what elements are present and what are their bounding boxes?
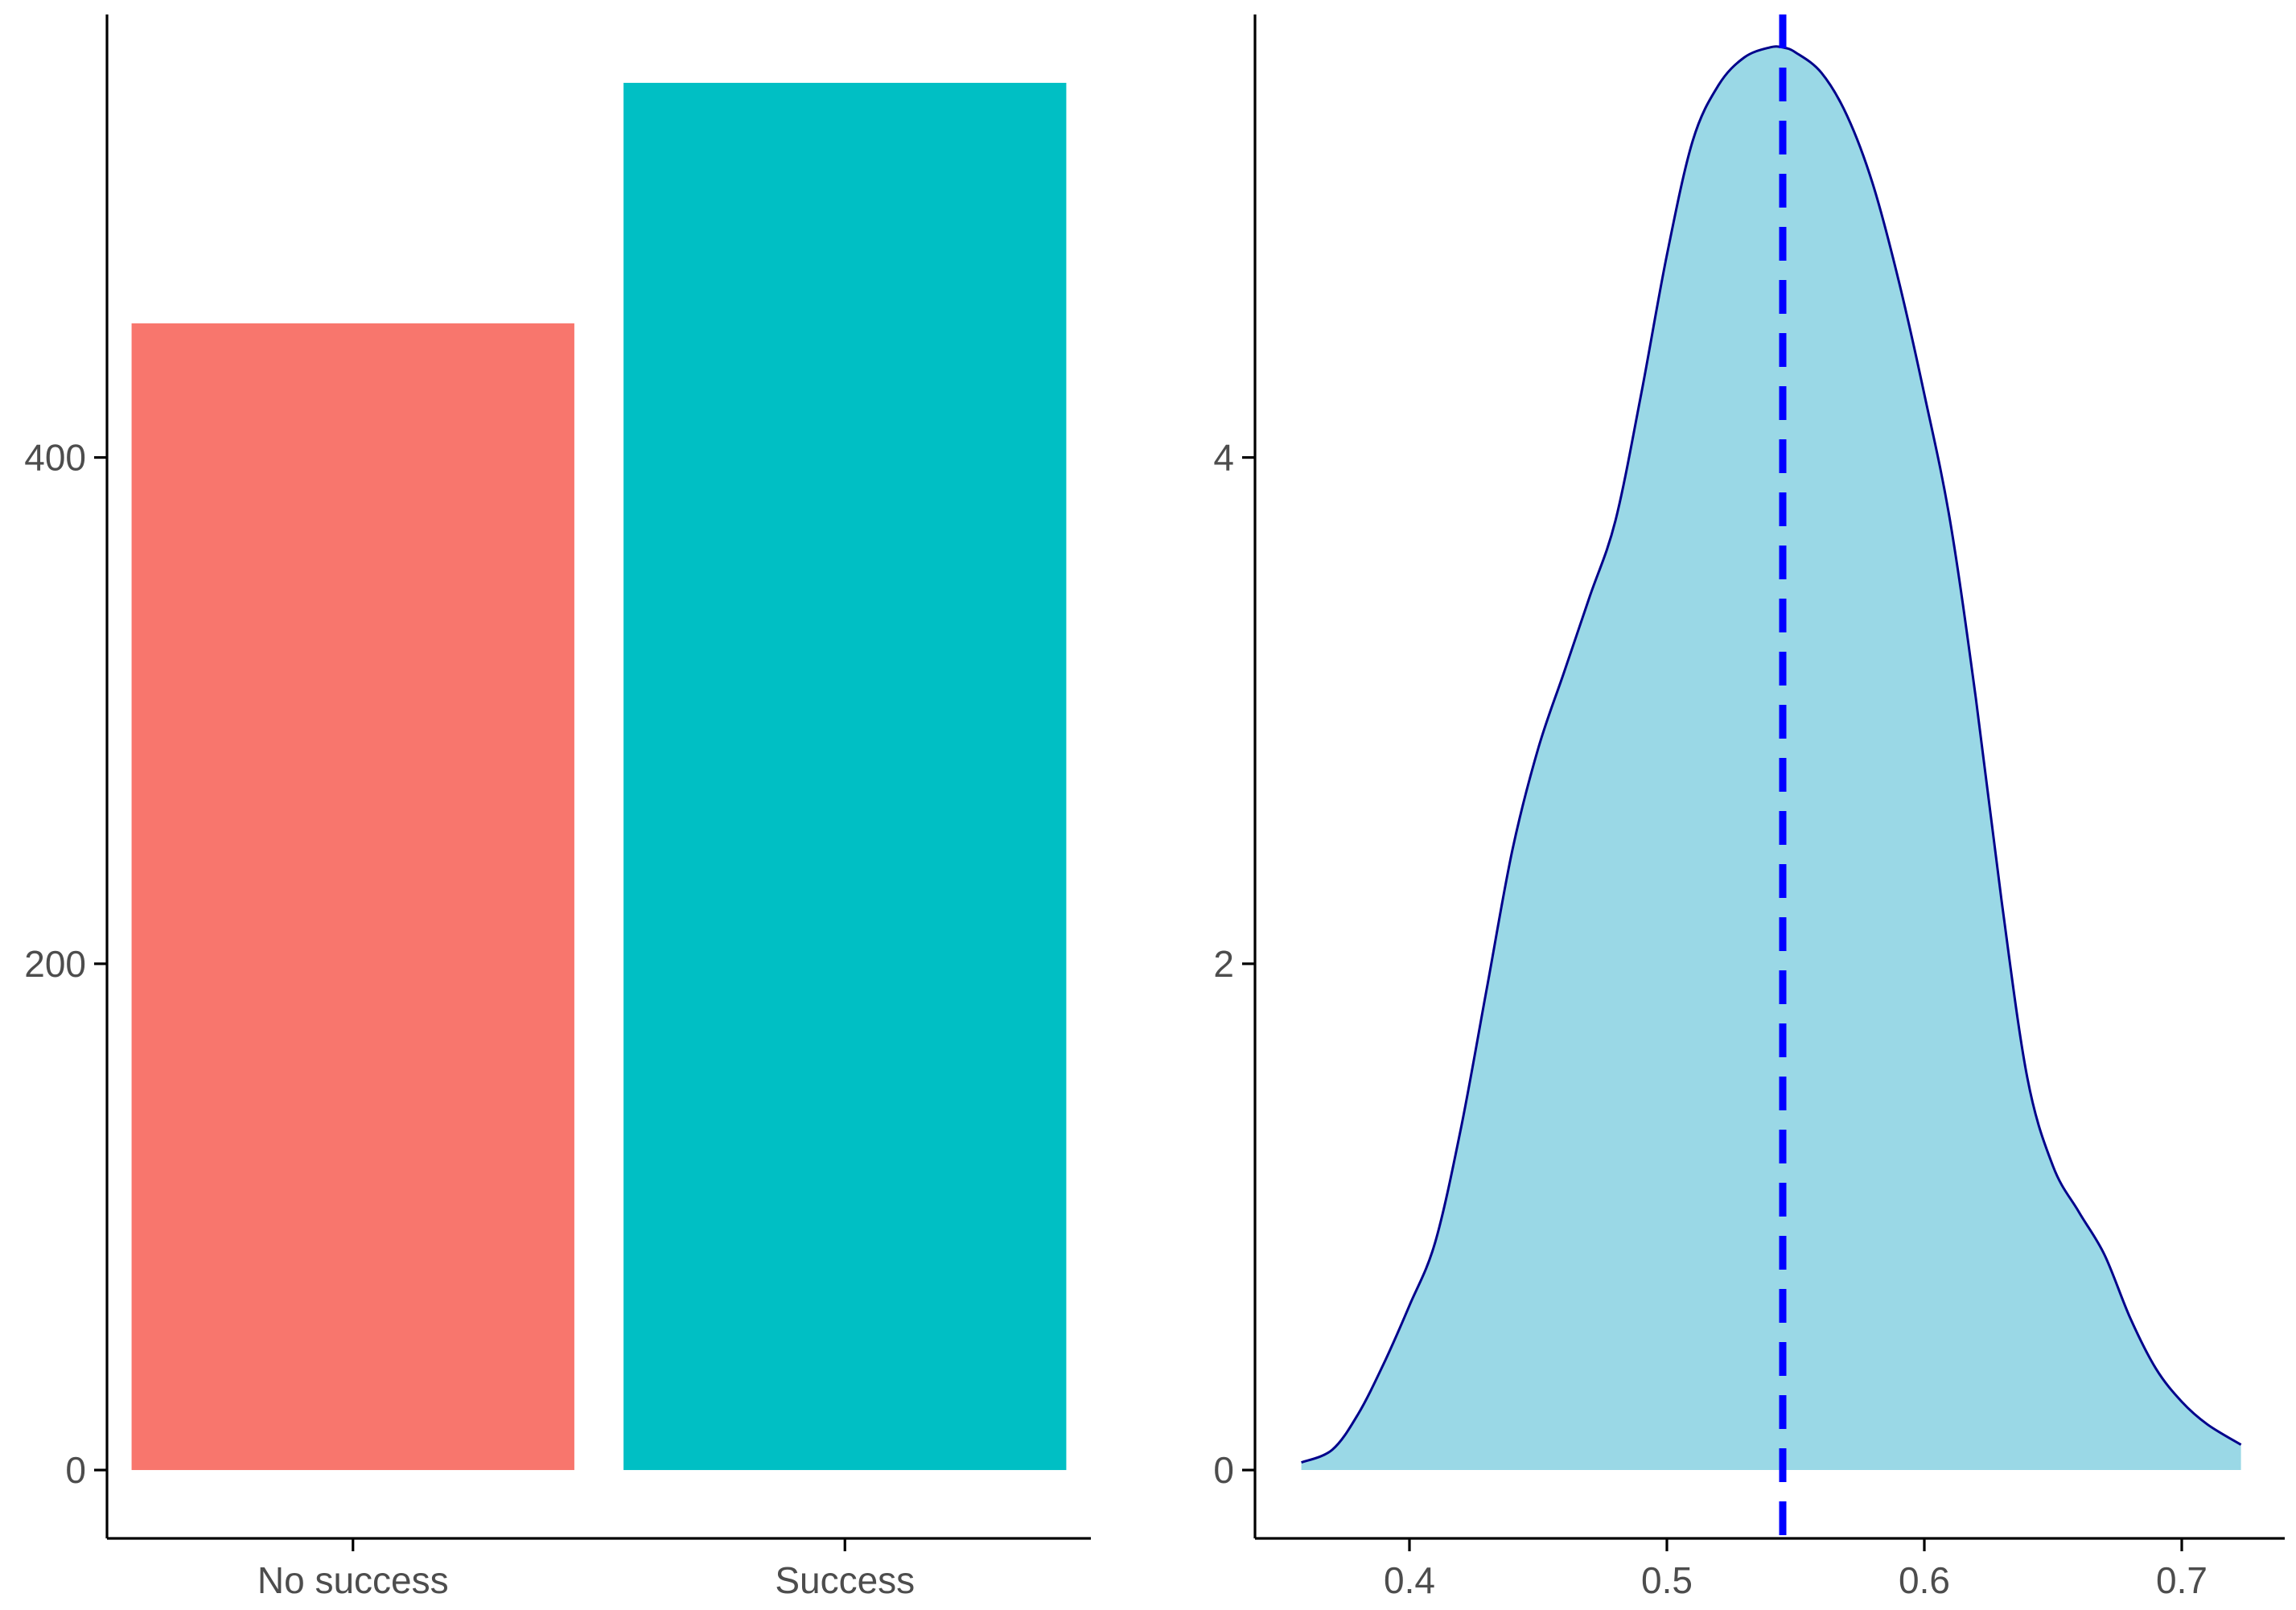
bar-chart-panel: 0 200 400 No success Success xyxy=(24,14,1091,1601)
x-tick-label: No success xyxy=(257,1559,449,1601)
y-tick-label: 400 xyxy=(24,437,86,479)
x-tick-label: 0.5 xyxy=(1641,1559,1693,1601)
bar-no-success xyxy=(131,323,574,1471)
x-tick-label: 0.7 xyxy=(2156,1559,2208,1601)
x-tick-label: Success xyxy=(775,1559,915,1601)
density-curve xyxy=(1301,45,2242,1464)
y-tick-label: 0 xyxy=(65,1449,86,1491)
x-tick-label: 0.4 xyxy=(1384,1559,1435,1601)
x-tick-label: 0.6 xyxy=(1899,1559,1950,1601)
density-area xyxy=(1301,46,2241,1471)
y-tick-label: 200 xyxy=(24,943,86,985)
y-tick-label: 4 xyxy=(1213,437,1234,479)
y-tick-label: 0 xyxy=(1213,1449,1234,1491)
density-chart-panel: 0 2 4 0.4 0.5 0.6 0.7 xyxy=(1213,14,2285,1601)
y-tick-label: 2 xyxy=(1213,943,1234,985)
bar-success xyxy=(623,82,1067,1471)
